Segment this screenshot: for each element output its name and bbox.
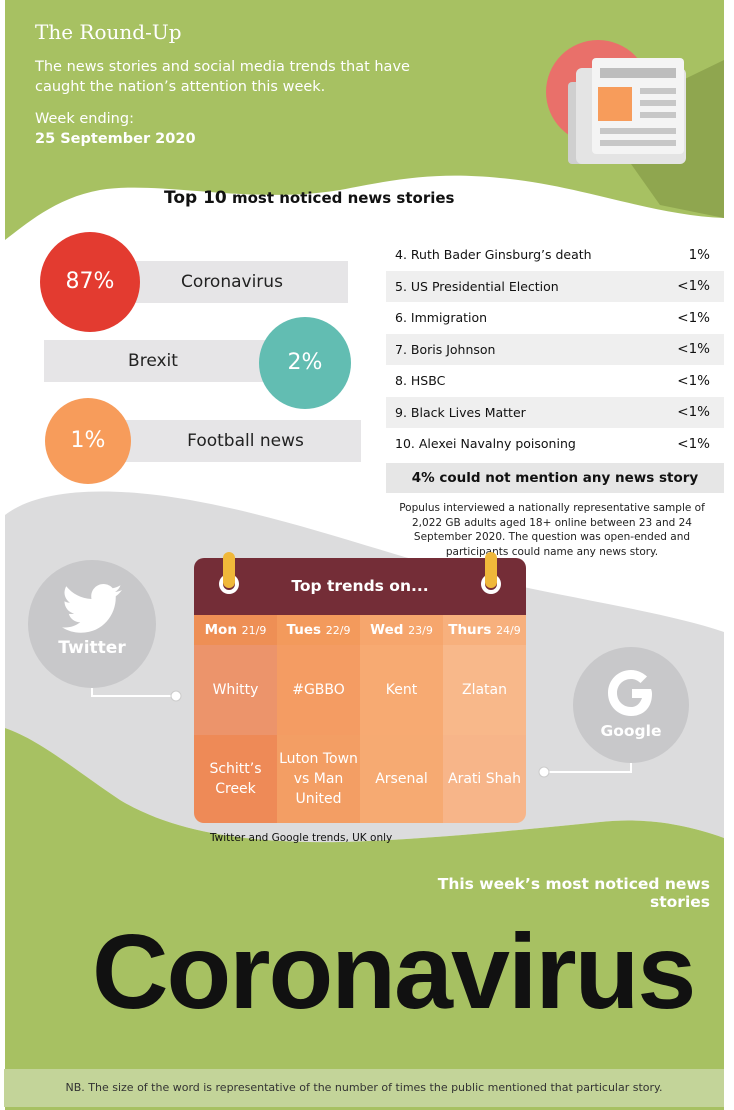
day-date: 22/9 bbox=[325, 624, 351, 637]
noticed-title: This week’s most noticed news stories bbox=[437, 875, 710, 911]
featured-label-2: Brexit bbox=[128, 351, 178, 371]
google-trend: Arsenal bbox=[360, 735, 443, 823]
row-label: 6. Immigration bbox=[395, 310, 488, 326]
trends-calendar-header: Top trends on... bbox=[194, 558, 526, 615]
row-pct: <1% bbox=[677, 372, 710, 389]
featured-bar-2: Brexit bbox=[44, 340, 270, 382]
twitter-trend: Zlatan bbox=[443, 645, 526, 735]
methodology-note: Populus interviewed a nationally represe… bbox=[399, 502, 705, 558]
featured-pct-3: 1% bbox=[45, 398, 131, 484]
google-badge: Google bbox=[573, 647, 689, 763]
word-cloud-word: Coronavirus bbox=[92, 913, 696, 1031]
table-row: 4. Ruth Bader Ginsburg’s death 1% bbox=[386, 239, 724, 271]
table-row: 7. Boris Johnson <1% bbox=[386, 333, 724, 365]
google-g-icon bbox=[608, 670, 652, 716]
trends-days-row: Mon 21/9 Tues 22/9 Wed 23/9 Thurs 24/9 bbox=[194, 615, 526, 645]
twitter-label: Twitter bbox=[58, 638, 126, 658]
day-date: 23/9 bbox=[408, 624, 433, 637]
day-name: Tues bbox=[286, 622, 322, 638]
featured-pct-1: 87% bbox=[40, 232, 140, 332]
row-pct: 1% bbox=[688, 246, 710, 263]
day-date: 24/9 bbox=[496, 624, 521, 637]
table-row: 6. Immigration <1% bbox=[386, 302, 724, 334]
top10-title: Top 10 most noticed news stories bbox=[164, 188, 454, 208]
no-mention-banner: 4% could not mention any news story bbox=[386, 463, 724, 493]
stories-table: 4. Ruth Bader Ginsburg’s death 1% 5. US P… bbox=[386, 239, 724, 460]
table-row: 5. US Presidential Election <1% bbox=[386, 270, 724, 302]
day-name: Thurs bbox=[448, 622, 492, 638]
row-pct: <1% bbox=[677, 435, 710, 452]
row-pct: <1% bbox=[677, 309, 710, 326]
google-trend: Luton Town vs Man United bbox=[277, 735, 360, 823]
featured-label-1: Coronavirus bbox=[181, 272, 283, 292]
day-name: Mon bbox=[204, 622, 237, 638]
day-header: Wed 23/9 bbox=[360, 615, 443, 645]
row-pct: <1% bbox=[677, 404, 710, 421]
google-trend: Schitt’s Creek bbox=[194, 735, 277, 823]
day-header: Thurs 24/9 bbox=[443, 615, 526, 645]
day-name: Wed bbox=[370, 622, 404, 638]
trends-note: Twitter and Google trends, UK only bbox=[210, 832, 393, 844]
row-label: 8. HSBC bbox=[395, 373, 446, 389]
row-label: 5. US Presidential Election bbox=[395, 278, 559, 294]
day-date: 21/9 bbox=[241, 624, 267, 637]
row-pct: <1% bbox=[677, 278, 710, 295]
row-label: 7. Boris Johnson bbox=[395, 341, 496, 357]
top10-title-prefix: Top 10 bbox=[164, 188, 227, 208]
day-header: Mon 21/9 bbox=[194, 615, 277, 645]
twitter-badge: Twitter bbox=[28, 560, 156, 688]
twitter-trend: Kent bbox=[360, 645, 443, 735]
intro-text: The news stories and social media trends… bbox=[35, 59, 410, 95]
top10-title-rest: most noticed news stories bbox=[232, 189, 455, 207]
calendar-ring-icon bbox=[219, 552, 239, 594]
calendar-ring-icon bbox=[481, 552, 501, 594]
footnote: NB. The size of the word is representati… bbox=[4, 1069, 724, 1107]
newspaper-icon bbox=[546, 40, 724, 218]
table-row: 9. Black Lives Matter <1% bbox=[386, 396, 724, 428]
page-title: The Round-Up bbox=[35, 20, 182, 44]
week-date: 25 September 2020 bbox=[35, 131, 196, 147]
featured-label-3: Football news bbox=[187, 431, 304, 451]
twitter-trend: #GBBO bbox=[277, 645, 360, 735]
google-label: Google bbox=[600, 722, 662, 740]
row-label: 4. Ruth Bader Ginsburg’s death bbox=[395, 247, 592, 263]
google-trend: Arati Shah bbox=[443, 735, 526, 823]
row-label: 10. Alexei Navalny poisoning bbox=[395, 436, 576, 452]
featured-bar-3: Football news bbox=[118, 420, 361, 462]
table-row: 8. HSBC <1% bbox=[386, 365, 724, 397]
row-label: 9. Black Lives Matter bbox=[395, 404, 526, 420]
featured-pct-2: 2% bbox=[259, 317, 351, 409]
table-row: 10. Alexei Navalny poisoning <1% bbox=[386, 428, 724, 460]
day-header: Tues 22/9 bbox=[277, 615, 360, 645]
featured-bar-1: Coronavirus bbox=[132, 261, 348, 303]
twitter-bird-icon bbox=[62, 584, 122, 633]
row-pct: <1% bbox=[677, 341, 710, 358]
week-label: Week ending: bbox=[35, 111, 134, 127]
trends-grid: Whitty #GBBO Kent Zlatan Schitt’s Creek … bbox=[194, 645, 526, 823]
twitter-trend: Whitty bbox=[194, 645, 277, 735]
